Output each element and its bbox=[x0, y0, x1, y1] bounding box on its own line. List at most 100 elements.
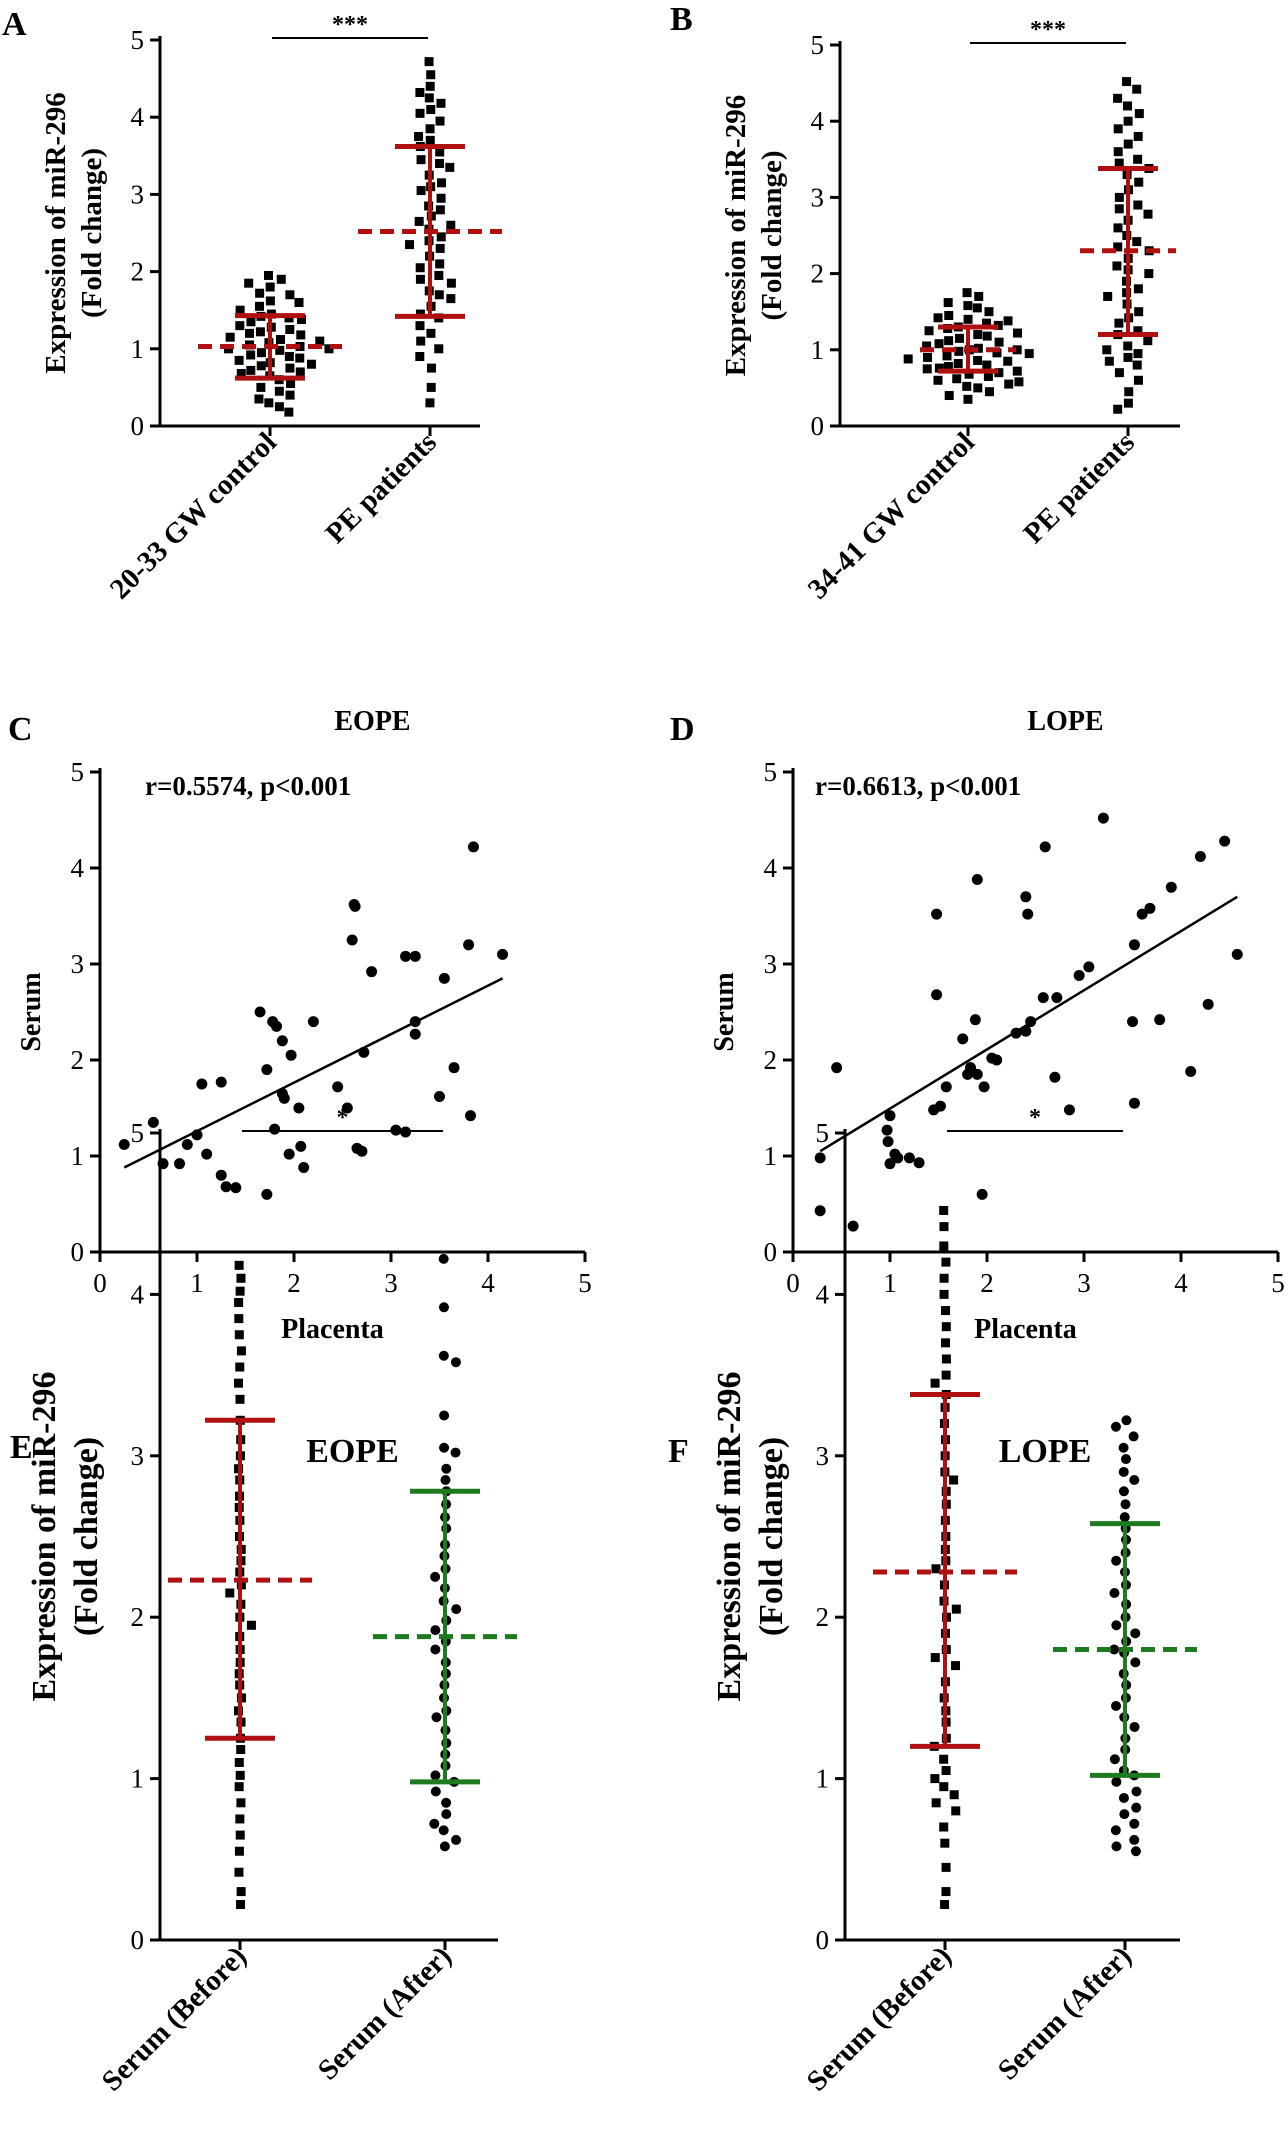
y-tick-label: 2 bbox=[131, 257, 145, 287]
data-point bbox=[426, 382, 436, 392]
data-point bbox=[236, 1798, 246, 1808]
y-tick-label: 4 bbox=[71, 853, 85, 883]
data-point bbox=[951, 1806, 961, 1816]
data-point bbox=[1133, 326, 1143, 336]
data-point bbox=[939, 1822, 949, 1832]
data-point bbox=[1111, 1700, 1122, 1711]
data-point bbox=[438, 1302, 449, 1313]
data-point bbox=[274, 402, 284, 412]
data-point bbox=[972, 303, 982, 313]
data-point bbox=[1049, 1071, 1061, 1083]
data-point bbox=[982, 318, 992, 328]
data-point bbox=[235, 1394, 245, 1404]
y-tick-label: 0 bbox=[131, 1925, 145, 1955]
x-tick-label-group: PE patients bbox=[319, 426, 442, 549]
data-point bbox=[930, 1774, 940, 1784]
y-tick-label: 5 bbox=[764, 757, 778, 787]
data-point bbox=[436, 193, 446, 203]
data-point bbox=[814, 1152, 826, 1164]
x-tick-label-group: Serum (Before) bbox=[96, 1940, 253, 2097]
group-0 bbox=[198, 270, 342, 417]
x-tick-label: 1 bbox=[883, 1268, 897, 1298]
data-point bbox=[236, 1745, 246, 1755]
y-tick-label: 3 bbox=[816, 1441, 830, 1471]
data-point bbox=[446, 294, 456, 304]
data-point bbox=[941, 1257, 951, 1267]
y-tick-label: 0 bbox=[811, 411, 825, 441]
data-point bbox=[296, 330, 306, 340]
data-point bbox=[416, 336, 426, 346]
data-point bbox=[1194, 850, 1206, 862]
data-point bbox=[1014, 377, 1024, 387]
y-tick-label: 1 bbox=[764, 1141, 778, 1171]
data-point bbox=[1132, 84, 1142, 94]
y-axis-title-line: Expression of miR-296 bbox=[711, 1372, 748, 1702]
data-point bbox=[1131, 1786, 1142, 1797]
data-point bbox=[913, 1157, 925, 1169]
data-point bbox=[441, 1463, 452, 1474]
correlation-annotation: r=0.6613, p<0.001 bbox=[815, 771, 1021, 801]
x-tick-label: 4 bbox=[481, 1268, 495, 1298]
data-point bbox=[295, 353, 305, 363]
y-tick-label: 4 bbox=[816, 1279, 830, 1309]
data-point bbox=[943, 298, 953, 308]
data-point bbox=[366, 966, 378, 978]
data-point bbox=[174, 1158, 186, 1170]
data-point bbox=[276, 274, 286, 284]
data-point bbox=[261, 1188, 273, 1200]
data-point bbox=[424, 93, 434, 103]
data-point bbox=[215, 1076, 227, 1088]
data-point bbox=[1063, 1104, 1075, 1116]
data-point bbox=[435, 116, 445, 126]
data-point bbox=[256, 382, 266, 392]
data-point bbox=[294, 297, 304, 307]
data-point bbox=[941, 1322, 951, 1332]
data-point bbox=[1083, 961, 1095, 973]
data-point bbox=[220, 1181, 232, 1193]
data-point bbox=[941, 1887, 951, 1897]
data-point bbox=[1113, 147, 1123, 157]
data-point bbox=[1133, 284, 1143, 294]
data-point bbox=[1022, 908, 1034, 920]
data-point bbox=[1097, 812, 1109, 824]
data-point bbox=[465, 1110, 477, 1122]
x-tick-label: 0 bbox=[786, 1268, 800, 1298]
data-point bbox=[1123, 341, 1133, 351]
data-point bbox=[246, 1620, 256, 1630]
data-point bbox=[1013, 328, 1023, 338]
data-point bbox=[974, 291, 984, 301]
data-point bbox=[225, 332, 235, 342]
y-axis-title: Serum bbox=[16, 972, 47, 1051]
data-point bbox=[1128, 1097, 1140, 1109]
data-point bbox=[1143, 336, 1153, 346]
data-point bbox=[978, 1081, 990, 1093]
x-tick-label-group: Serum (After) bbox=[992, 1940, 1138, 2086]
data-point bbox=[436, 98, 446, 108]
data-point bbox=[244, 278, 254, 288]
data-point bbox=[951, 1604, 961, 1614]
data-point bbox=[963, 301, 973, 311]
data-point bbox=[346, 934, 358, 946]
data-point bbox=[450, 1357, 461, 1368]
data-point bbox=[1109, 1587, 1120, 1598]
data-point bbox=[1103, 291, 1113, 301]
data-point bbox=[882, 1136, 894, 1148]
data-point bbox=[256, 348, 266, 358]
data-point bbox=[949, 1790, 959, 1800]
y-axis-title-line: Expression of miR-296 bbox=[720, 95, 752, 376]
data-point bbox=[991, 1054, 1003, 1066]
data-point bbox=[438, 1350, 449, 1361]
data-point bbox=[963, 394, 973, 404]
data-point bbox=[1130, 1657, 1141, 1668]
y-axis-title-line: (Fold change) bbox=[756, 151, 788, 321]
significance-label: *** bbox=[1030, 17, 1066, 43]
x-tick-label: 5 bbox=[578, 1268, 592, 1298]
x-tick-label-group: 34-41 GW control bbox=[802, 426, 981, 605]
data-point bbox=[463, 939, 475, 951]
data-point bbox=[356, 1145, 368, 1157]
x-category-label: Serum (Before) bbox=[801, 1940, 958, 2097]
data-point bbox=[992, 348, 1002, 358]
panel-f: F LOPE 0 1 2 3 4 5 Expression of miR-296 (Fold ch… bbox=[668, 1105, 1197, 2098]
data-point bbox=[285, 325, 295, 334]
y-tick-label: 3 bbox=[131, 179, 145, 209]
